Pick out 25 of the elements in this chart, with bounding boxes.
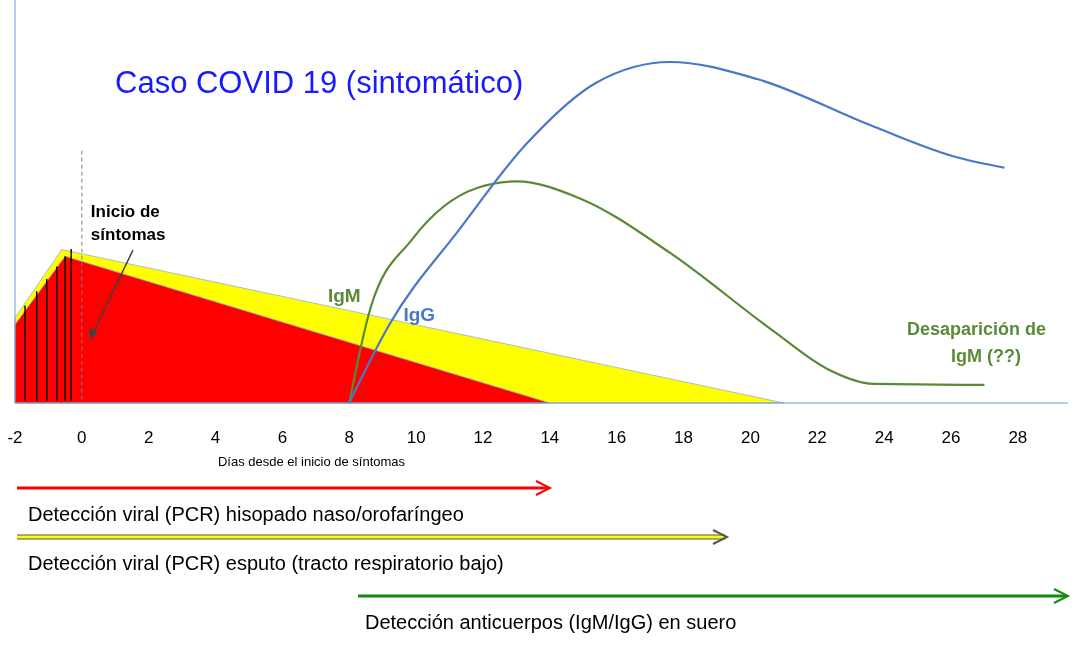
ref-line-label: Inicio de síntomas — [90, 202, 166, 244]
x-tick-label: 2 — [143, 428, 154, 447]
text: Detección viral (PCR) hisopado naso/orofaríngeo — [28, 503, 464, 525]
x-tick-label: 18 — [674, 428, 694, 447]
x-tick-label: -2 — [7, 428, 23, 447]
annotation: Desaparición de IgM (??) — [906, 318, 1046, 366]
text: Detección anticuerpos (IgM/IgG) en suero — [365, 611, 737, 633]
x-tick-label: 4 — [210, 428, 221, 447]
series-label: IgG — [403, 303, 436, 325]
x-tick-label: 10 — [406, 428, 426, 447]
text: Detección viral (PCR) esputo (tracto respiratorio bajo) — [28, 552, 504, 574]
x-tick-label: 0 — [77, 428, 87, 447]
x-tick-label: 20 — [740, 428, 760, 447]
x-tick-label: 14 — [540, 428, 560, 447]
x-tick-label: 24 — [874, 428, 894, 447]
x-axis-title: Días desde el inicio de síntomas — [217, 454, 406, 469]
chart-title: Caso COVID 19 (sintomático) — [115, 65, 524, 100]
x-tick-label: 26 — [941, 428, 961, 447]
series-label: IgM — [327, 284, 361, 306]
x-tick-label: 8 — [344, 428, 355, 447]
x-tick-label: 6 — [277, 428, 288, 447]
x-tick-label: 22 — [807, 428, 827, 447]
x-tick-label: 12 — [473, 428, 493, 447]
x-tick-label: 16 — [607, 428, 627, 447]
x-tick-label: 28 — [1008, 428, 1028, 447]
